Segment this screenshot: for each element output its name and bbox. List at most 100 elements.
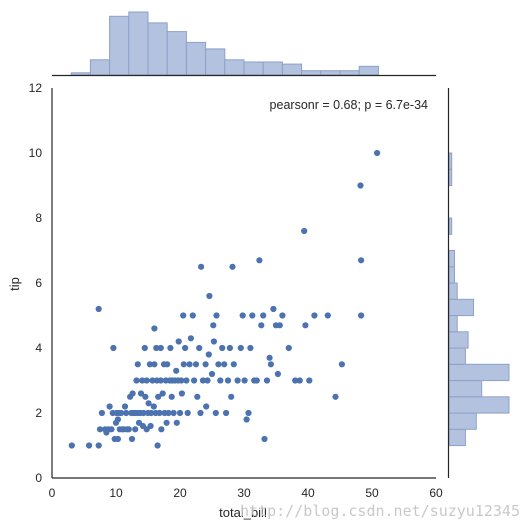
data-point — [196, 344, 203, 352]
y-hist-bar — [448, 347, 466, 365]
x-hist-bar — [339, 70, 360, 76]
data-point — [180, 312, 187, 319]
data-point — [110, 344, 117, 352]
y-hist-bar — [448, 152, 453, 170]
data-point — [98, 409, 105, 417]
y-hist-bar — [448, 380, 483, 398]
data-point — [146, 361, 153, 368]
data-point — [213, 312, 220, 319]
data-point — [198, 263, 205, 270]
data-point — [243, 416, 250, 423]
data-point — [279, 312, 286, 319]
y-hist-bar — [448, 331, 469, 349]
data-point — [199, 377, 207, 384]
data-point — [212, 409, 219, 417]
data-point — [374, 149, 381, 157]
data-point — [256, 257, 263, 264]
x-tick-label: 0 — [49, 486, 56, 500]
data-point — [114, 416, 121, 423]
data-point — [173, 419, 180, 426]
data-point — [68, 442, 75, 449]
x-hist-bar — [281, 63, 303, 76]
data-point — [170, 409, 177, 417]
data-point — [178, 390, 185, 397]
data-point — [143, 377, 150, 384]
data-point — [132, 426, 139, 433]
data-point — [178, 377, 185, 384]
data-point — [210, 322, 217, 329]
data-point — [137, 390, 145, 397]
data-point — [217, 377, 224, 384]
data-point — [292, 377, 299, 384]
data-point — [276, 322, 283, 329]
x-tick-label: 30 — [237, 486, 251, 500]
data-point — [157, 344, 164, 352]
data-point — [150, 403, 157, 410]
data-point — [149, 377, 156, 384]
x-tick-label: 60 — [429, 486, 443, 500]
data-point — [173, 367, 180, 374]
data-point — [226, 344, 233, 352]
data-point — [205, 351, 212, 358]
data-point — [106, 403, 113, 410]
data-point — [176, 409, 184, 417]
data-point — [133, 377, 140, 384]
y-tick-label: 12 — [29, 81, 43, 95]
data-point — [192, 361, 200, 368]
y-hist-bar — [448, 282, 458, 300]
data-point — [266, 354, 273, 361]
data-point — [267, 361, 274, 368]
y-hist-bar — [448, 298, 474, 317]
data-point — [249, 312, 256, 319]
data-point — [139, 377, 146, 384]
data-point — [151, 361, 158, 368]
data-point — [311, 312, 318, 319]
data-point — [270, 305, 277, 313]
x-hist-bar — [89, 59, 111, 76]
data-point — [184, 409, 191, 417]
marginal-y-histogram — [447, 88, 510, 478]
y-hist-bar — [448, 266, 455, 284]
data-point — [147, 422, 154, 430]
data-point — [123, 409, 130, 417]
data-point — [186, 361, 193, 368]
data-point — [202, 361, 209, 368]
y-tick-label: 10 — [29, 146, 43, 160]
data-point — [357, 182, 364, 189]
x-hist-bar — [243, 61, 264, 76]
x-tick-labels: 0 10 20 30 40 50 60 — [49, 486, 443, 500]
x-hist-bar — [358, 65, 379, 76]
y-tick-label: 0 — [35, 471, 42, 485]
y-tick-labels: 0 2 4 6 8 10 12 — [29, 81, 43, 485]
data-point — [358, 257, 365, 264]
data-point — [263, 377, 271, 384]
data-point — [153, 344, 160, 352]
x-tick-label: 50 — [365, 486, 379, 500]
x-hist-bar — [128, 11, 149, 76]
y-hist-bar — [448, 217, 453, 235]
data-point — [239, 312, 246, 319]
data-point — [206, 292, 213, 300]
data-point — [114, 435, 121, 443]
data-point — [159, 390, 166, 397]
x-tick-label: 10 — [109, 486, 123, 500]
x-hist-bar — [205, 48, 226, 76]
data-point — [148, 409, 155, 417]
data-point — [167, 344, 174, 352]
data-point — [285, 344, 292, 352]
x-tick-label: 40 — [301, 486, 315, 500]
data-point — [158, 426, 165, 433]
data-point — [140, 409, 147, 417]
data-point — [154, 442, 161, 449]
axes — [51, 88, 436, 479]
data-point — [208, 370, 216, 378]
data-point — [141, 344, 148, 352]
data-point — [108, 426, 115, 433]
data-point — [230, 361, 237, 368]
data-point — [204, 377, 211, 384]
scatter-points — [68, 149, 381, 449]
x-hist-bar — [109, 15, 130, 76]
y-hist-bar — [448, 396, 510, 414]
data-point — [260, 312, 267, 319]
